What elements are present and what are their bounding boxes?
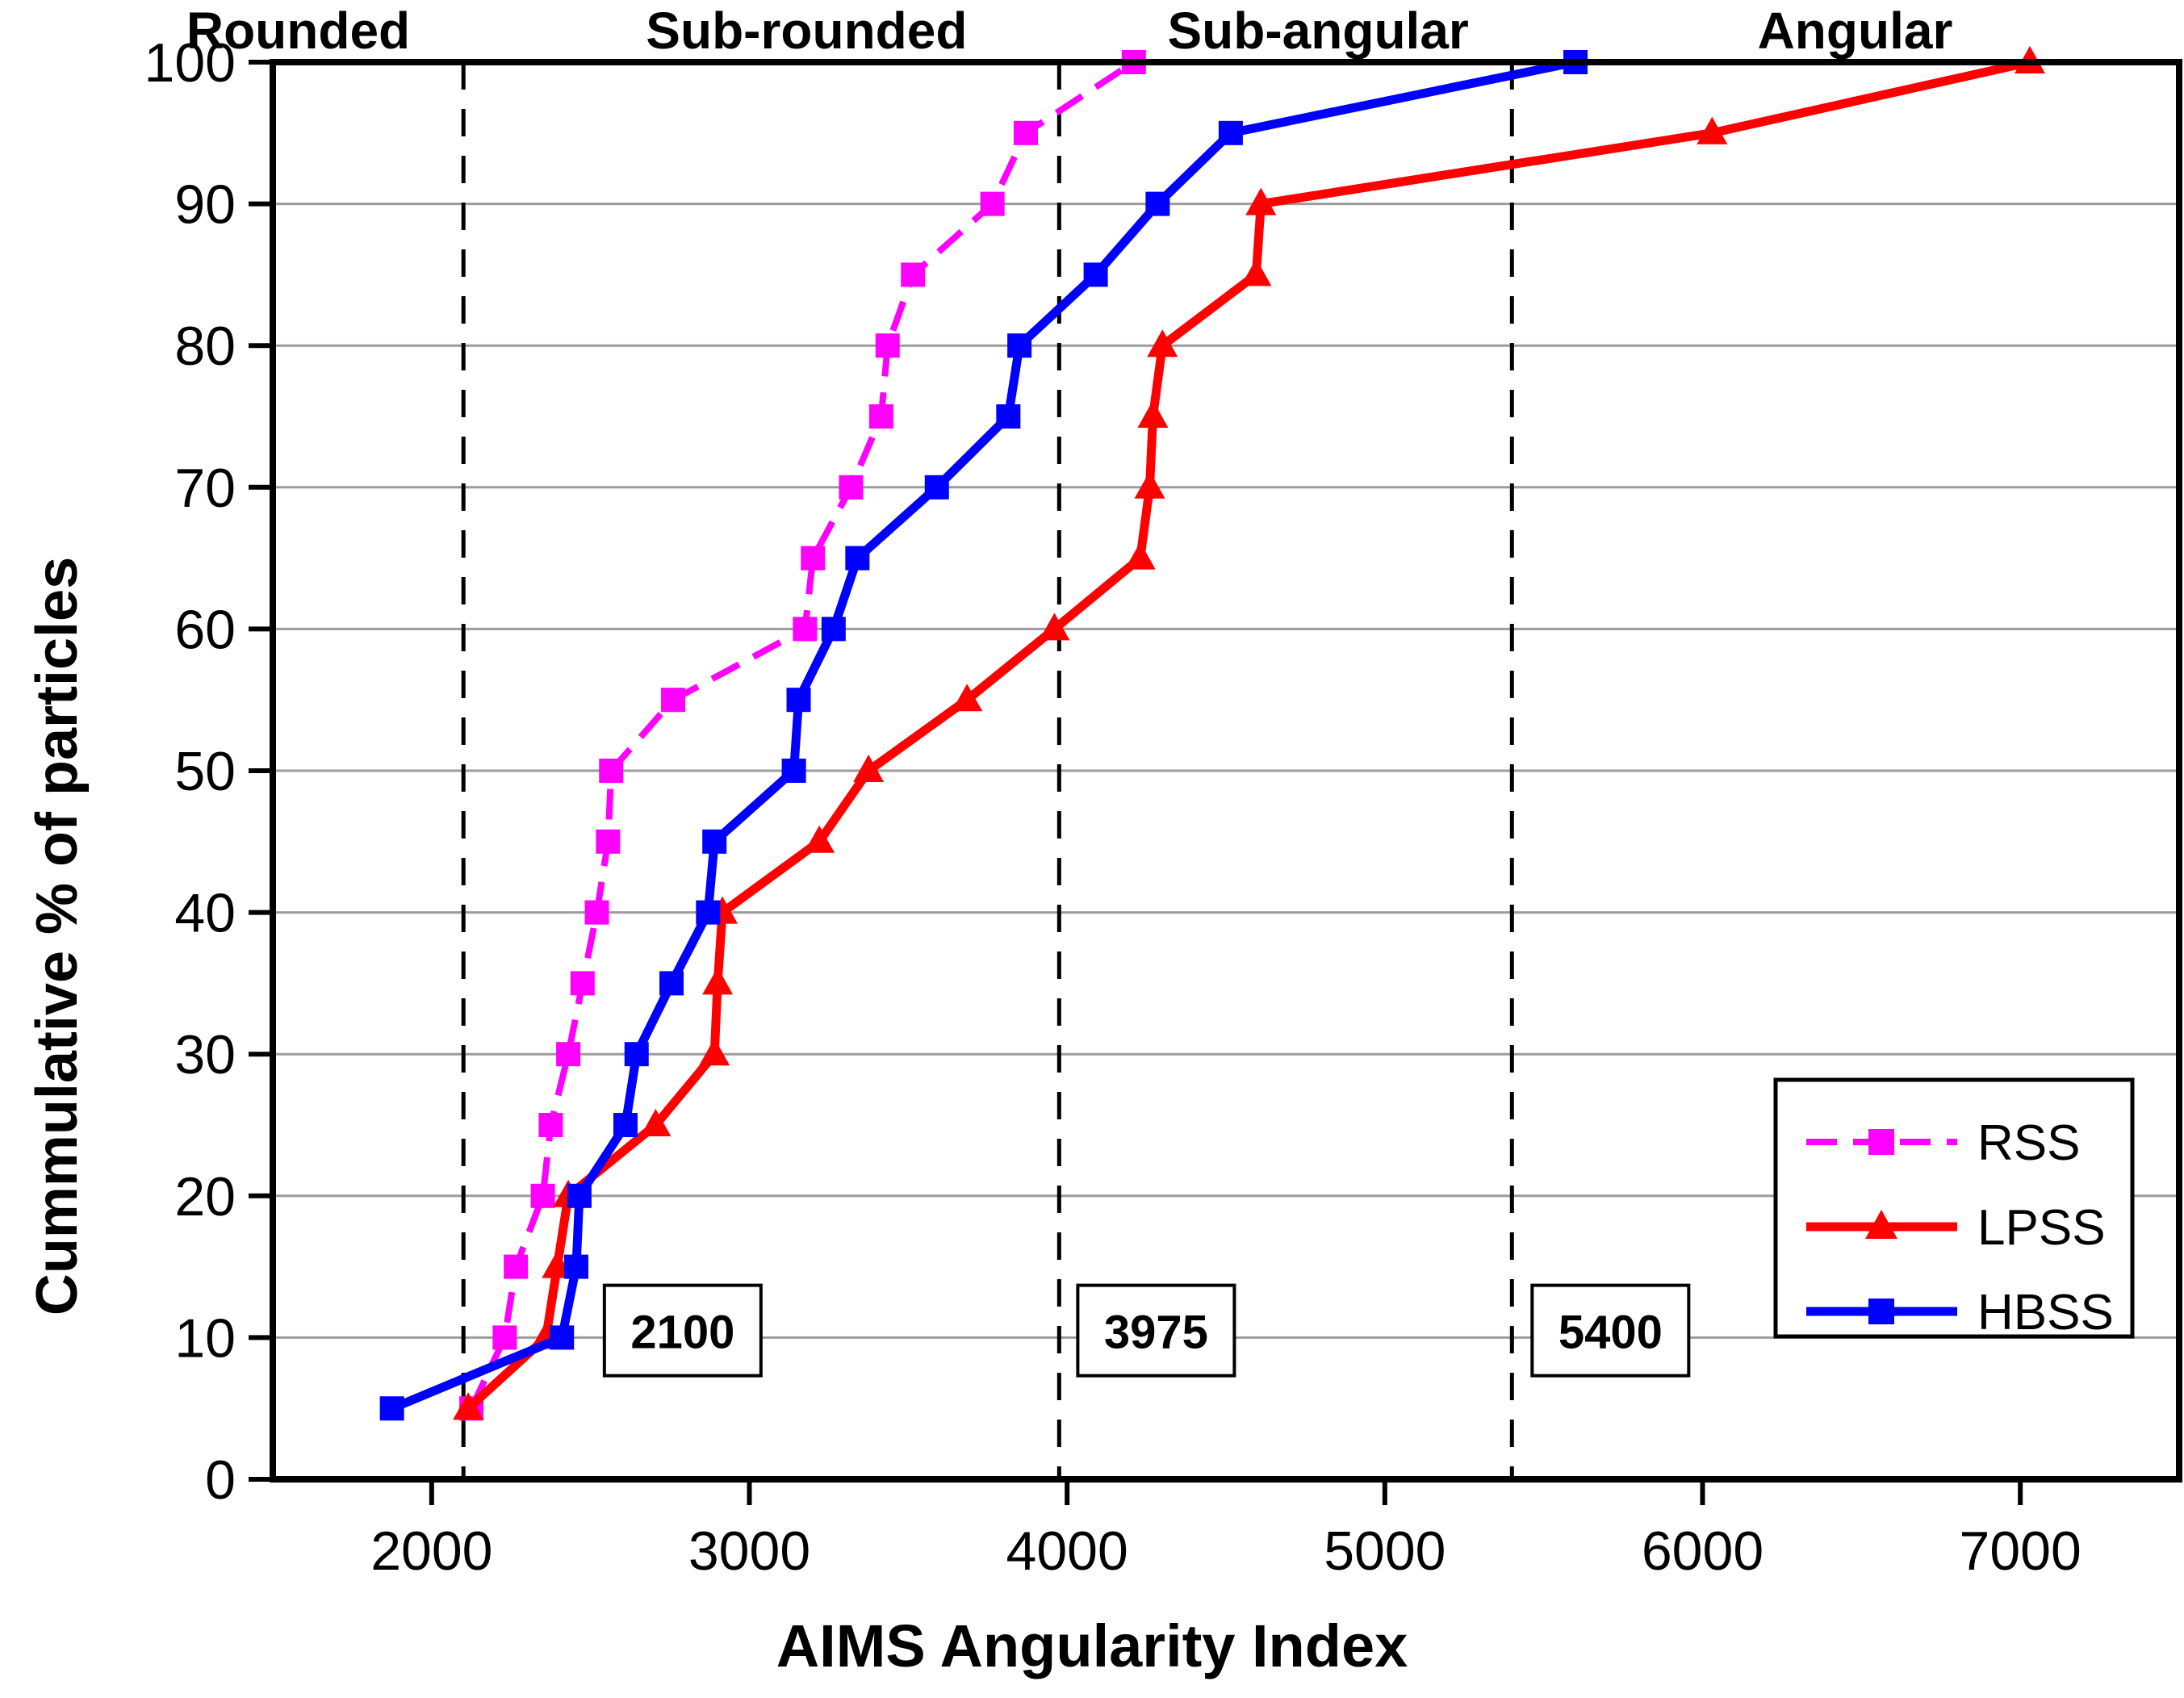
series-rss-marker bbox=[868, 404, 893, 429]
reference-value-label: 3975 bbox=[1104, 1307, 1208, 1359]
series-hbss-marker bbox=[659, 971, 684, 996]
y-tick-label: 10 bbox=[174, 1307, 236, 1369]
series-rss-marker bbox=[570, 971, 595, 996]
x-tick-label: 6000 bbox=[1642, 1520, 1764, 1582]
series-hbss-marker bbox=[1218, 120, 1243, 145]
region-label: Rounded bbox=[186, 2, 410, 60]
series-rss-marker bbox=[661, 688, 686, 713]
series-lpss-marker bbox=[952, 684, 983, 712]
series-hbss-marker bbox=[996, 404, 1021, 429]
reference-lines-layer bbox=[461, 62, 1514, 1479]
series-hbss-marker bbox=[567, 1183, 592, 1208]
series-hbss-marker bbox=[563, 1254, 588, 1279]
series-lpss-marker bbox=[1134, 471, 1165, 499]
y-tick-label: 30 bbox=[174, 1024, 236, 1085]
series-lpss-marker bbox=[1147, 329, 1178, 358]
series-lpss-marker bbox=[1039, 613, 1070, 641]
reference-labels-layer: 2100 3975 5400 bbox=[602, 1283, 1691, 1378]
series-hbss-marker bbox=[696, 900, 721, 925]
x-tick-label: 2000 bbox=[370, 1520, 492, 1582]
series-hbss-marker bbox=[624, 1042, 649, 1067]
legend-label: LPSS bbox=[1977, 1200, 2106, 1256]
series-lpss-marker bbox=[1137, 400, 1169, 428]
legend-label: RSS bbox=[1977, 1115, 2080, 1171]
y-tick-label: 50 bbox=[174, 741, 236, 802]
series-lpss-marker bbox=[804, 825, 835, 853]
y-tick-label: 90 bbox=[174, 174, 236, 236]
series-rss-marker bbox=[901, 262, 926, 287]
reference-value-label: 2100 bbox=[630, 1307, 734, 1359]
series-lpss-marker bbox=[1124, 542, 1156, 570]
series-hbss-marker bbox=[786, 688, 811, 713]
x-tick-label: 3000 bbox=[688, 1520, 810, 1582]
legend-box bbox=[1773, 1077, 2135, 1339]
x-tick-label: 5000 bbox=[1324, 1520, 1446, 1582]
series-lpss-marker bbox=[699, 1038, 730, 1066]
series-lpss-marker bbox=[1241, 258, 1272, 286]
series-hbss-marker bbox=[845, 546, 870, 571]
series-rss-marker bbox=[1013, 120, 1038, 145]
series-rss-marker bbox=[839, 475, 864, 500]
series-lpss-marker bbox=[453, 1392, 484, 1420]
series-hbss-marker bbox=[702, 829, 727, 854]
x-tick-label: 4000 bbox=[1006, 1520, 1128, 1582]
series-hbss-marker bbox=[1083, 262, 1108, 287]
series-rss-marker bbox=[530, 1183, 555, 1208]
series-hbss-marker bbox=[1007, 333, 1032, 358]
series-rss-marker bbox=[801, 546, 826, 571]
region-labels-layer: Rounded Sub-rounded Sub-angular Angular bbox=[186, 2, 1952, 60]
series-hbss-marker bbox=[379, 1396, 404, 1421]
series-lpss-marker bbox=[1245, 187, 1277, 215]
y-tick-label: 100 bbox=[144, 32, 236, 94]
region-label: Angular bbox=[1758, 2, 1953, 60]
series-rss-marker bbox=[538, 1113, 563, 1137]
y-tick-label: 0 bbox=[205, 1449, 236, 1511]
series-rss-marker bbox=[596, 829, 621, 854]
series-hbss-marker bbox=[781, 759, 806, 783]
series-rss-marker bbox=[556, 1042, 581, 1067]
series-layer bbox=[379, 46, 2045, 1421]
series-hbss-marker bbox=[924, 475, 949, 500]
series-lpss-marker bbox=[1697, 116, 1728, 144]
x-tick-label: 7000 bbox=[1960, 1520, 2081, 1582]
y-tick-label: 60 bbox=[174, 599, 236, 660]
tick-labels-layer: 2000 3000 4000 5000 6000 7000 0 10 20 30 40 50 60 70 8… bbox=[144, 32, 2081, 1582]
y-tick-label: 40 bbox=[174, 883, 236, 944]
series-lpss-marker bbox=[702, 967, 734, 995]
series-rss-marker bbox=[599, 759, 624, 783]
series-rss-marker bbox=[875, 333, 900, 358]
x-axis-title: AIMS Angularity Index bbox=[776, 1612, 1408, 1679]
y-tick-label: 80 bbox=[174, 316, 236, 377]
y-tick-label: 70 bbox=[174, 458, 236, 519]
legend-marker bbox=[1865, 1210, 1897, 1239]
series-hbss-marker bbox=[821, 617, 846, 642]
reference-value-box bbox=[1076, 1283, 1236, 1378]
ticks-layer bbox=[249, 60, 2023, 1505]
y-tick-label: 20 bbox=[174, 1166, 236, 1227]
series-rss-marker bbox=[492, 1325, 517, 1350]
series-hbss-marker bbox=[613, 1113, 638, 1137]
series-hbss-marker bbox=[1145, 191, 1170, 216]
region-label: Sub-angular bbox=[1167, 2, 1468, 60]
series-rss-marker bbox=[793, 617, 818, 642]
y-axis-title: Cummulative % of particles bbox=[25, 557, 90, 1315]
series-lpss-marker bbox=[853, 755, 885, 782]
series-rss-marker bbox=[584, 900, 609, 925]
reference-value-box bbox=[1530, 1283, 1691, 1378]
legend-label: HBSS bbox=[1977, 1285, 2114, 1340]
series-lpss-marker bbox=[640, 1109, 672, 1136]
legend-marker bbox=[1868, 1129, 1894, 1155]
region-label: Sub-rounded bbox=[646, 2, 967, 60]
series-rss-marker bbox=[504, 1254, 529, 1279]
series-hbss-marker bbox=[550, 1325, 575, 1350]
legend: RSS LPSS HBSS bbox=[1773, 1077, 2135, 1340]
reference-value-label: 5400 bbox=[1559, 1307, 1663, 1359]
series-rss-marker bbox=[980, 191, 1005, 216]
legend-marker bbox=[1868, 1299, 1894, 1324]
reference-value-box bbox=[602, 1283, 763, 1378]
